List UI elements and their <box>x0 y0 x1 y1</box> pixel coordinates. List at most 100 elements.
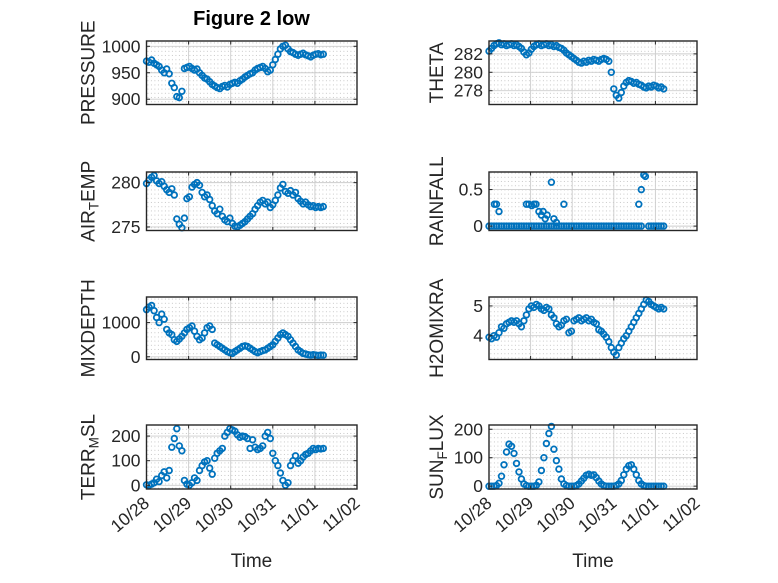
data-point-marker <box>605 57 613 65</box>
data-point-marker <box>660 305 668 313</box>
axes-border <box>145 424 358 490</box>
scatter-points <box>485 171 668 230</box>
data-point-marker <box>208 325 216 334</box>
scatter-points <box>485 296 668 359</box>
axes-border <box>145 296 358 361</box>
data-point-marker <box>274 461 282 470</box>
data-point-marker <box>555 465 563 473</box>
y-tick-label: 900 <box>111 89 140 109</box>
data-point-marker <box>203 457 211 465</box>
data-point-marker <box>605 337 613 346</box>
y-tick-label: 4 <box>473 326 483 346</box>
data-point-marker <box>319 444 327 453</box>
data-point-marker <box>500 461 508 469</box>
data-point-marker <box>660 222 668 230</box>
data-point-marker <box>185 193 194 201</box>
data-point-marker <box>165 70 173 78</box>
data-point-marker <box>264 428 272 437</box>
data-point-marker <box>291 188 300 197</box>
data-point-marker <box>170 434 178 443</box>
y-tick-label: 1000 <box>102 313 141 333</box>
y-tick-label: 275 <box>111 217 140 237</box>
data-point-marker <box>540 454 548 462</box>
data-point-marker <box>170 191 178 199</box>
data-point-marker <box>502 448 511 456</box>
data-point-marker <box>562 315 571 323</box>
data-point-marker <box>180 214 189 222</box>
data-point-marker <box>155 477 163 486</box>
data-point-marker <box>259 442 267 450</box>
data-point-marker <box>532 200 540 208</box>
axes-border <box>488 424 698 490</box>
data-point-marker <box>545 305 553 313</box>
data-point-marker <box>535 478 543 486</box>
tick-marks <box>146 41 358 105</box>
scatter-points <box>142 301 327 360</box>
data-point-marker <box>543 211 551 219</box>
y-axis-label: PRESSURE <box>79 20 100 125</box>
minor-grid-dots <box>146 297 357 360</box>
data-point-marker <box>512 459 521 468</box>
data-point-marker <box>547 178 556 186</box>
y-tick-label: 0 <box>473 476 483 496</box>
subplot-rainfall: 0 0.5 RAINFALL <box>427 156 698 246</box>
y-tick-label: 0 <box>131 347 141 367</box>
tick-marks <box>146 172 358 231</box>
data-point-marker <box>615 94 623 102</box>
data-point-marker <box>178 87 186 95</box>
y-axis-label: SUNFLUX <box>427 414 450 500</box>
subplot-h2omixra: 4 5 H2OMIXRA <box>427 278 698 378</box>
data-point-marker <box>520 317 528 325</box>
y-tick-label: 200 <box>454 419 483 439</box>
minor-grid-dots <box>489 41 697 105</box>
data-point-marker <box>660 85 668 93</box>
data-point-marker <box>635 222 643 230</box>
data-point-marker <box>497 472 506 480</box>
axes-border <box>488 171 698 232</box>
data-point-marker <box>205 195 214 204</box>
minor-grid-dots <box>146 172 357 231</box>
axes-border <box>488 296 698 361</box>
y-tick-label: 0 <box>473 216 483 236</box>
y-axis-label: MIXDEPTH <box>79 279 100 377</box>
data-point-marker <box>507 442 516 450</box>
scatter-points <box>142 41 327 102</box>
data-point-marker <box>550 314 558 322</box>
data-point-marker <box>495 479 503 487</box>
data-point-marker <box>195 181 204 189</box>
minor-grid-dots <box>489 425 697 489</box>
data-point-marker <box>620 471 628 479</box>
y-tick-label: 282 <box>454 44 483 64</box>
data-point-marker <box>617 476 625 485</box>
minor-grid-dots <box>489 172 697 231</box>
data-point-marker <box>607 68 615 76</box>
data-point-marker <box>205 464 214 472</box>
y-tick-label: 950 <box>111 63 140 83</box>
minor-grid-dots <box>146 425 357 489</box>
data-point-marker <box>550 445 558 453</box>
data-point-marker <box>515 468 523 476</box>
data-point-marker <box>632 471 640 479</box>
tick-marks <box>488 172 698 231</box>
major-grid <box>146 425 357 489</box>
data-point-marker <box>542 439 551 448</box>
data-point-marker <box>165 466 173 475</box>
y-tick-label: 0.5 <box>459 180 483 200</box>
y-tick-label: 5 <box>473 296 483 316</box>
data-point-marker <box>319 50 327 58</box>
data-point-marker <box>610 85 618 93</box>
data-point-marker <box>552 456 561 465</box>
data-point-marker <box>612 351 620 359</box>
y-tick-label: 1000 <box>102 36 141 56</box>
data-point-marker <box>218 444 226 453</box>
data-point-marker <box>495 207 503 216</box>
y-tick-label: 0 <box>131 475 141 495</box>
data-point-marker <box>545 429 553 438</box>
data-point-marker <box>537 466 546 475</box>
data-point-marker <box>170 83 178 92</box>
y-tick-label: 280 <box>111 173 140 193</box>
y-axis-label: H2OMIXRA <box>427 278 448 378</box>
